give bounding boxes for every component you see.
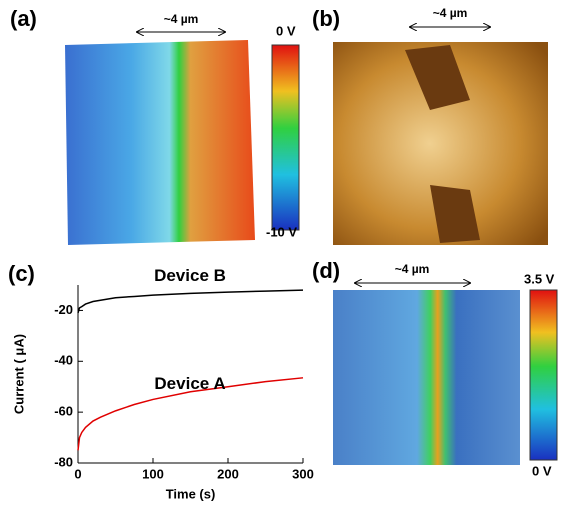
y-tick-label: -80: [54, 454, 73, 469]
x-tick-label: 0: [74, 466, 81, 481]
panel-label: (d): [312, 258, 340, 283]
colorbar: [272, 45, 299, 230]
colorbar-max: 3.5 V: [524, 271, 555, 286]
y-tick-label: -60: [54, 404, 73, 419]
panel-label: (a): [10, 6, 37, 31]
scale-label: ~4 µm: [164, 12, 199, 26]
x-tick-label: 100: [142, 466, 164, 481]
series-label: Device A: [154, 374, 225, 393]
colorbar: [530, 290, 557, 460]
potential-map: [65, 40, 255, 245]
colorbar-min: -10 V: [266, 224, 297, 239]
x-tick-label: 200: [217, 466, 239, 481]
panel-label: (c): [8, 261, 35, 286]
x-axis-label: Time (s): [166, 486, 216, 501]
y-axis-label: Current ( μA): [11, 334, 26, 414]
series-line: [78, 290, 303, 313]
panel-label: (b): [312, 6, 340, 31]
colorbar-max: 0 V: [276, 23, 296, 38]
potential-map: [333, 290, 520, 465]
x-tick-label: 300: [292, 466, 314, 481]
scale-label: ~4 µm: [395, 262, 430, 276]
y-tick-label: -40: [54, 353, 73, 368]
chart: -20 -40 -60 -800 100 200 300 Time (s) Current ( …: [11, 266, 313, 502]
colorbar-min: 0 V: [532, 463, 552, 478]
page: (a) ~4 µm 0 V -10 V (b) ~4 µm (c) -20 -40…: [0, 0, 564, 513]
scale-label: ~4 µm: [433, 6, 468, 20]
figure: (a) ~4 µm 0 V -10 V (b) ~4 µm (c) -20 -40…: [0, 0, 564, 513]
series-label: Device B: [154, 266, 226, 285]
y-tick-label: -20: [54, 302, 73, 317]
